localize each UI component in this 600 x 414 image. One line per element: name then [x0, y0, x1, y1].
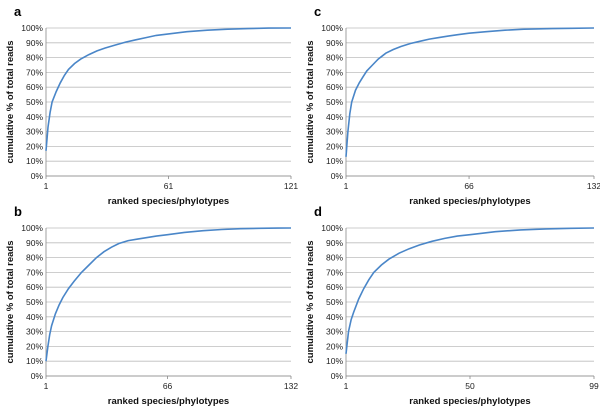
y-tick-label: 70% [26, 267, 43, 277]
y-tick-label: 90% [26, 238, 43, 248]
x-axis-title: ranked species/phylotypes [409, 396, 530, 407]
x-axis-title: ranked species/phylotypes [409, 196, 530, 207]
y-tick-label: 50% [26, 97, 43, 107]
y-tick-label: 50% [326, 297, 343, 307]
x-tick-label: 132 [587, 181, 600, 191]
y-tick-label: 20% [26, 341, 43, 351]
y-tick-label: 90% [326, 38, 343, 48]
y-tick-label: 60% [326, 282, 343, 292]
y-tick-label: 80% [26, 53, 43, 63]
series-line [345, 227, 595, 354]
panel-label: c [314, 4, 321, 19]
y-tick-label: 30% [26, 127, 43, 137]
x-tick-label: 1 [344, 181, 349, 191]
x-tick-label: 1 [44, 381, 49, 391]
y-tick-label: 100% [321, 223, 343, 233]
y-tick-label: 60% [26, 82, 43, 92]
y-tick-label: 30% [326, 127, 343, 137]
y-tick-label: 70% [26, 67, 43, 77]
x-tick-label: 1 [44, 181, 49, 191]
x-tick-label: 66 [464, 181, 474, 191]
y-tick-label: 50% [326, 97, 343, 107]
y-tick-label: 70% [326, 67, 343, 77]
y-tick-label: 80% [26, 253, 43, 263]
y-tick-label: 20% [26, 141, 43, 151]
y-tick-label: 10% [326, 156, 343, 166]
x-axis-title: ranked species/phylotypes [108, 396, 229, 407]
y-tick-label: 100% [21, 23, 43, 33]
x-tick-label: 121 [284, 181, 298, 191]
y-tick-label: 40% [326, 312, 343, 322]
y-tick-label: 40% [326, 112, 343, 122]
panel-label: a [14, 4, 22, 19]
y-axis-title: cumulative % of total reads [5, 40, 16, 163]
y-tick-label: 100% [21, 223, 43, 233]
y-tick-label: 100% [321, 23, 343, 33]
series-line [345, 27, 595, 157]
y-tick-label: 90% [26, 38, 43, 48]
y-tick-label: 0% [331, 371, 344, 381]
y-tick-label: 0% [31, 371, 44, 381]
y-tick-label: 30% [26, 327, 43, 337]
panel-label: b [14, 204, 22, 219]
y-tick-label: 50% [26, 297, 43, 307]
y-tick-label: 20% [326, 141, 343, 151]
y-tick-label: 60% [326, 82, 343, 92]
y-tick-label: 0% [331, 171, 344, 181]
x-tick-label: 66 [163, 381, 173, 391]
series-line [45, 27, 292, 151]
x-tick-label: 61 [164, 181, 174, 191]
series-line [45, 227, 292, 362]
panel-b: b 0% 10% 20% 30% 40% 50% 60% 70% 80% 90% 100% 1 66 132… [5, 204, 298, 407]
y-axis-title: cumulative % of total reads [305, 240, 316, 363]
y-tick-label: 0% [31, 171, 44, 181]
y-tick-label: 40% [26, 112, 43, 122]
y-tick-label: 70% [326, 267, 343, 277]
x-tick-label: 1 [344, 381, 349, 391]
y-tick-label: 60% [26, 282, 43, 292]
y-tick-label: 40% [26, 312, 43, 322]
panel-label: d [314, 204, 322, 219]
y-tick-label: 80% [326, 253, 343, 263]
panel-a: a 0% 10% 20% 30% 40% 50% 60% 70% 80% 90% 100% 1 61 121… [5, 4, 298, 207]
y-tick-label: 80% [326, 53, 343, 63]
x-tick-label: 99 [589, 381, 599, 391]
y-tick-label: 30% [326, 327, 343, 337]
y-tick-label: 10% [326, 356, 343, 366]
panel-d: d 0% 10% 20% 30% 40% 50% 60% 70% 80% 90% 100% 1 50 99 r… [305, 204, 599, 407]
panel-c: c 0% 10% 20% 30% 40% 50% 60% 70% 80% 90% 100% 1 66 132… [305, 4, 600, 207]
y-tick-label: 10% [26, 356, 43, 366]
x-tick-label: 132 [284, 381, 298, 391]
y-tick-label: 90% [326, 238, 343, 248]
y-axis-title: cumulative % of total reads [305, 40, 316, 163]
x-tick-label: 50 [465, 381, 475, 391]
y-axis-title: cumulative % of total reads [5, 240, 16, 363]
y-tick-label: 20% [326, 341, 343, 351]
y-tick-label: 10% [26, 156, 43, 166]
x-axis-title: ranked species/phylotypes [108, 196, 229, 207]
